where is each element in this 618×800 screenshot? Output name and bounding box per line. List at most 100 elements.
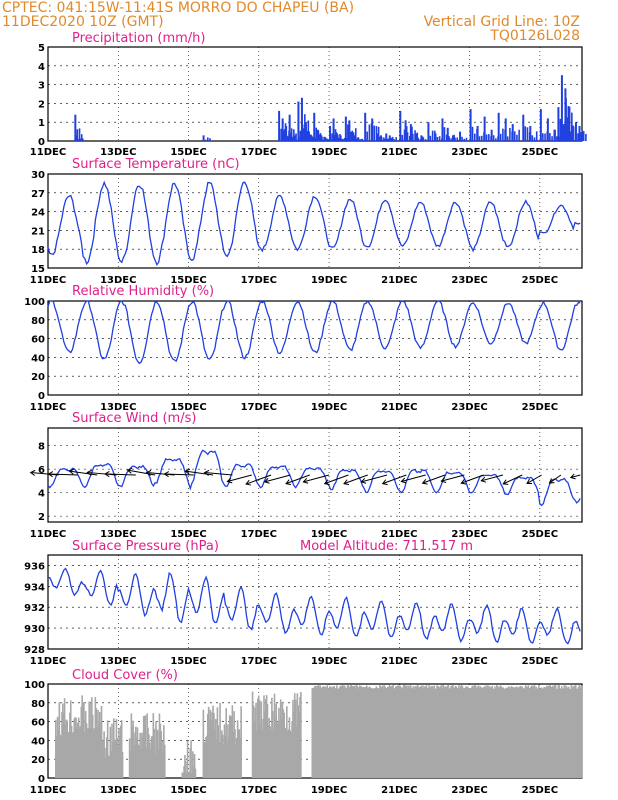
cloud-bar	[183, 766, 185, 778]
precip-bar	[310, 134, 312, 141]
precip-bar	[518, 129, 520, 141]
cloud-bar	[255, 702, 257, 778]
cloud-bar	[342, 685, 344, 778]
x-tick-label: 17DEC	[241, 275, 277, 286]
precip-bar	[454, 137, 456, 141]
precip-bar	[459, 131, 462, 141]
cloud-bar	[289, 730, 292, 778]
cloud-bar	[540, 687, 543, 778]
precip-bar	[419, 139, 422, 141]
x-tick-label: 15DEC	[170, 529, 206, 540]
precip-bar	[293, 129, 295, 141]
wind-vector	[324, 474, 349, 485]
precip-bar	[465, 137, 468, 141]
cloud-bar	[453, 687, 456, 778]
cloud-bar	[315, 687, 318, 778]
cloud-bar	[394, 688, 396, 778]
cloud-bar	[278, 720, 281, 778]
cloud-bar	[490, 687, 493, 778]
cloud-bar	[381, 685, 384, 778]
cloud-bar	[133, 732, 135, 778]
cloud-bar	[258, 699, 261, 778]
precip-bar	[566, 117, 569, 141]
precip-bar	[574, 122, 577, 141]
cloud-bar	[272, 730, 275, 778]
cloud-bar	[212, 705, 214, 778]
cloud-bar	[262, 718, 264, 778]
y-tick-label: 2	[38, 512, 45, 523]
cloud-bar	[437, 686, 440, 778]
cloud-bar	[379, 685, 381, 778]
cloud-bar	[96, 727, 98, 778]
precip-bar	[316, 129, 319, 141]
precip-bar	[338, 137, 340, 141]
precip-bar	[420, 135, 423, 141]
cloud-bar	[182, 773, 184, 778]
cloud-bar	[365, 687, 367, 778]
precip-bar	[357, 137, 360, 141]
precip-bar	[539, 109, 542, 141]
cloud-bar	[370, 688, 372, 778]
cloud-bar	[282, 709, 285, 778]
precip-bar	[549, 133, 551, 141]
wind-vector	[549, 474, 562, 484]
cloud-bar	[139, 732, 141, 778]
cloud-bar	[230, 716, 233, 778]
cloud-bar	[369, 687, 372, 778]
cloud-bar	[403, 684, 406, 778]
cloud-bar	[82, 702, 84, 778]
x-tick-label: 21DEC	[381, 147, 417, 158]
y-tick-label: 18	[31, 245, 45, 256]
y-tick-label: 4	[38, 489, 45, 500]
precip-bar	[391, 136, 394, 141]
cloud-bar	[111, 723, 113, 778]
cloud-bar	[327, 687, 329, 778]
precip-bar	[424, 139, 427, 141]
cloud-bar	[117, 745, 119, 778]
x-tick-label: 23DEC	[451, 275, 487, 286]
cloud-bar	[517, 688, 520, 778]
cloud-bar	[494, 686, 496, 778]
cloud-bar	[332, 686, 335, 778]
cloud-bar	[153, 728, 155, 778]
cloud-bar	[132, 720, 134, 778]
cloud-bar	[286, 731, 289, 778]
cloud-bar	[138, 745, 141, 778]
precip-bar	[299, 130, 302, 141]
cloud-bar	[380, 687, 383, 778]
wind-arrowhead	[263, 477, 270, 484]
cloud-bar	[338, 687, 341, 778]
wind-vector	[264, 474, 291, 483]
precip-bar	[371, 118, 374, 141]
cloud-bar	[333, 686, 336, 778]
cloud-bar	[284, 727, 286, 778]
precip-bar	[403, 129, 406, 141]
cloud-bar	[563, 685, 566, 778]
cloud-bar	[556, 689, 559, 778]
cloud-bar	[533, 685, 536, 778]
cloud-bar	[430, 686, 432, 778]
cloud-bar	[362, 687, 365, 778]
cloud-bar	[93, 728, 96, 778]
cloud-bar	[506, 688, 509, 778]
cloud-bar	[235, 737, 238, 778]
cloud-bar	[557, 685, 560, 778]
cloud-bar	[441, 689, 444, 778]
precip-bar	[485, 134, 488, 141]
cloud-bar	[452, 684, 454, 778]
precip-bar	[336, 133, 339, 141]
wind-vector	[382, 474, 407, 485]
cloud-bar	[577, 687, 580, 778]
precip-bar	[77, 139, 80, 141]
wind-arrowhead	[440, 477, 447, 484]
panel-frame	[47, 173, 583, 269]
cloud-bar	[541, 688, 544, 778]
cloud-bar	[60, 736, 62, 778]
cloud-bar	[236, 720, 239, 778]
wind-vector	[526, 474, 542, 484]
precip-bar	[516, 134, 518, 141]
y-tick-label: 40	[31, 736, 45, 747]
cloud-bar	[88, 701, 91, 778]
cloud-bar	[501, 687, 503, 778]
precip-bar	[291, 136, 294, 141]
